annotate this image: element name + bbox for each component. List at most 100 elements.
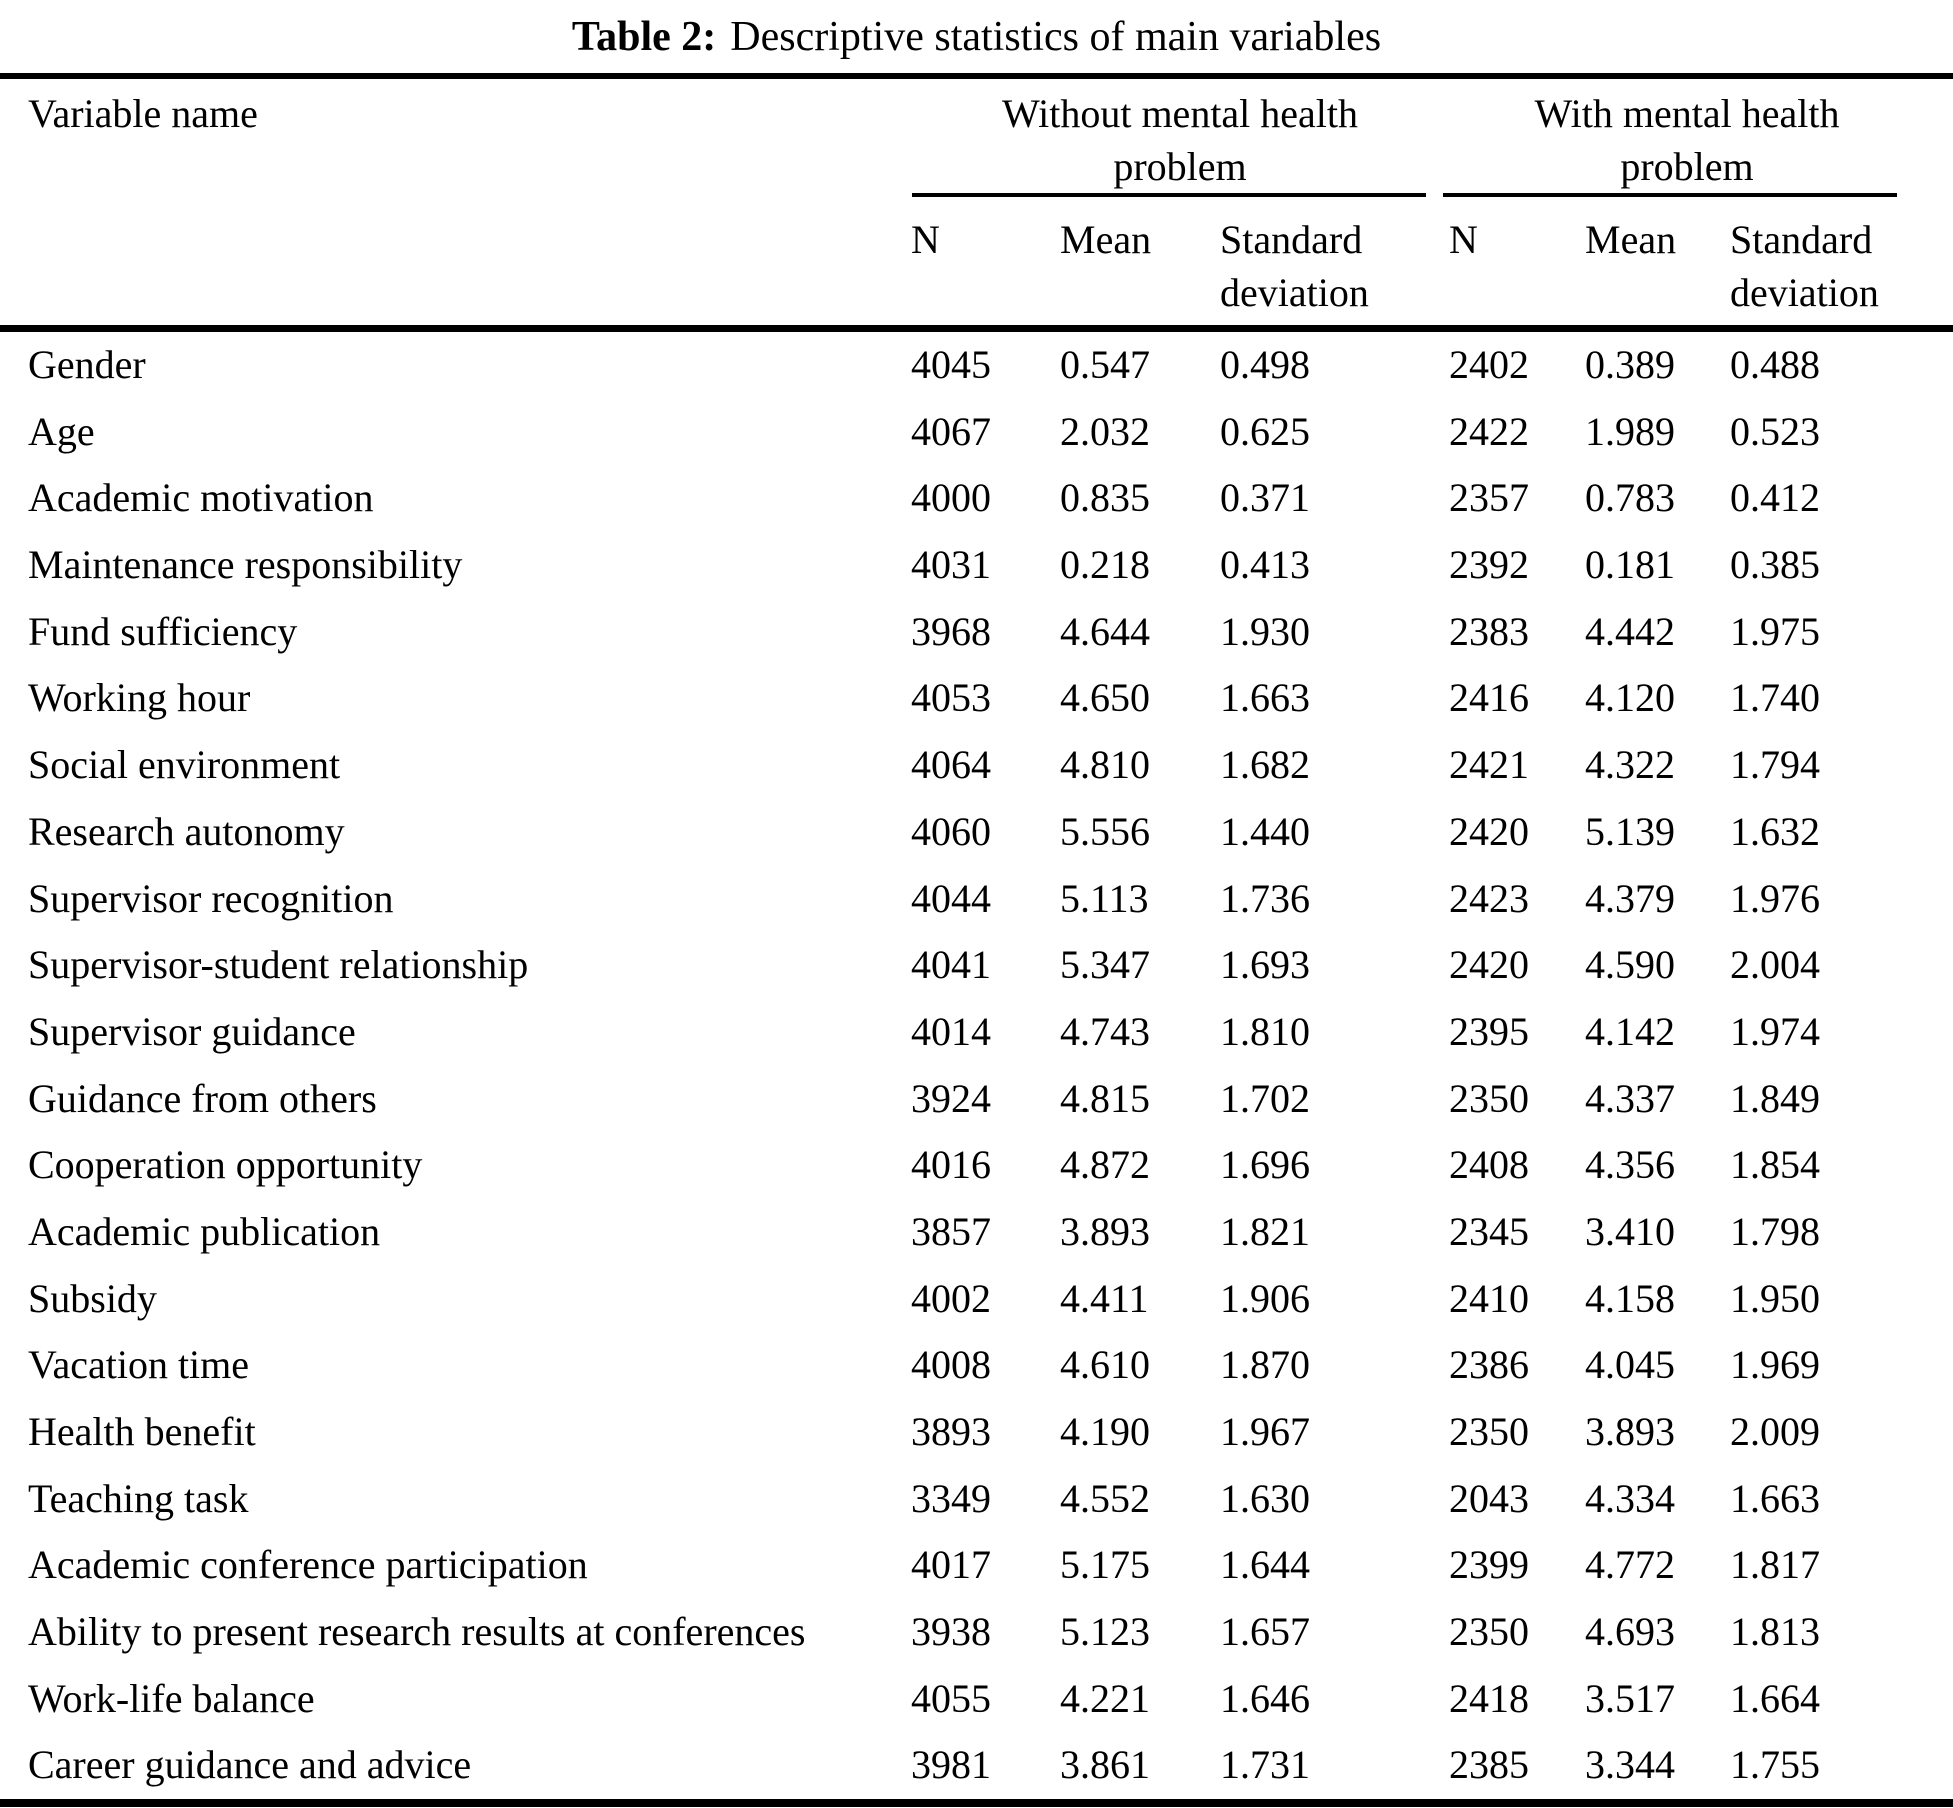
cell-without-n: 4031 (911, 542, 991, 588)
cell-variable-name: Fund sufficiency (28, 608, 298, 654)
cell-without-sd: 0.371 (1220, 475, 1310, 521)
group-underline-with (1443, 193, 1897, 197)
cell-without-n: 4014 (911, 1008, 991, 1054)
cell-without-n: 4017 (911, 1542, 991, 1588)
cell-with-mean: 0.783 (1585, 475, 1675, 521)
cell-with-n: 2420 (1449, 808, 1529, 854)
cell-without-mean: 2.032 (1060, 408, 1150, 454)
cell-without-mean: 5.175 (1060, 1542, 1150, 1588)
cell-with-n: 2043 (1449, 1475, 1529, 1521)
cell-with-sd: 2.009 (1730, 1409, 1820, 1454)
cell-with-mean: 4.120 (1585, 675, 1675, 721)
cell-without-sd: 0.498 (1220, 342, 1310, 387)
cell-without-mean: 3.861 (1060, 1742, 1150, 1788)
cell-with-sd: 0.523 (1730, 408, 1820, 454)
column-header-without-n: N (911, 217, 940, 262)
table-row: Guidance from others 3924 4.815 1.702 23… (0, 1066, 1953, 1133)
cell-without-n: 4060 (911, 808, 991, 854)
cell-without-n: 4041 (911, 942, 991, 988)
cell-without-sd: 1.696 (1220, 1142, 1310, 1188)
cell-with-sd: 2.004 (1730, 942, 1820, 988)
cell-with-n: 2423 (1449, 875, 1529, 921)
cell-without-mean: 3.893 (1060, 1208, 1150, 1254)
cell-without-sd: 1.644 (1220, 1542, 1310, 1588)
cell-with-n: 2385 (1449, 1742, 1529, 1788)
table-row: Supervisor-student relationship 4041 5.3… (0, 932, 1953, 999)
cell-with-mean: 3.517 (1585, 1675, 1675, 1721)
cell-without-mean: 4.644 (1060, 608, 1150, 654)
cell-without-sd: 1.682 (1220, 742, 1310, 788)
header-bottom-rule (0, 325, 1953, 332)
cell-without-sd: 1.906 (1220, 1275, 1310, 1321)
cell-with-n: 2421 (1449, 742, 1529, 788)
cell-with-sd: 1.969 (1730, 1342, 1820, 1388)
cell-with-mean: 4.045 (1585, 1342, 1675, 1388)
cell-without-sd: 0.413 (1220, 542, 1310, 588)
cell-without-sd: 1.693 (1220, 942, 1310, 988)
table-row: Fund sufficiency 3968 4.644 1.930 2383 4… (0, 599, 1953, 666)
cell-without-n: 4008 (911, 1342, 991, 1388)
cell-with-n: 2418 (1449, 1675, 1529, 1721)
cell-variable-name: Teaching task (28, 1475, 249, 1521)
cell-with-mean: 4.772 (1585, 1542, 1675, 1588)
cell-without-mean: 4.810 (1060, 742, 1150, 788)
cell-without-mean: 4.815 (1060, 1075, 1150, 1121)
cell-with-mean: 4.590 (1585, 942, 1675, 988)
cell-without-n: 3981 (911, 1742, 991, 1788)
table-row: Vacation time 4008 4.610 1.870 2386 4.04… (0, 1332, 1953, 1399)
table-row: Career guidance and advice 3981 3.861 1.… (0, 1732, 1953, 1799)
cell-with-mean: 3.893 (1585, 1409, 1675, 1454)
cell-with-mean: 0.389 (1585, 342, 1675, 387)
cell-with-n: 2357 (1449, 475, 1529, 521)
cell-without-n: 3968 (911, 608, 991, 654)
cell-without-n: 3349 (911, 1475, 991, 1521)
cell-with-sd: 1.755 (1730, 1742, 1820, 1788)
cell-with-mean: 4.334 (1585, 1475, 1675, 1521)
cell-with-mean: 4.158 (1585, 1275, 1675, 1321)
cell-without-mean: 0.547 (1060, 342, 1150, 387)
cell-with-mean: 3.344 (1585, 1742, 1675, 1788)
cell-without-n: 3938 (911, 1609, 991, 1655)
column-header-without-sd: Standard deviation (1220, 217, 1369, 315)
cell-without-sd: 0.625 (1220, 408, 1310, 454)
cell-without-n: 3893 (911, 1409, 991, 1454)
cell-with-sd: 1.976 (1730, 875, 1820, 921)
cell-with-n: 2422 (1449, 408, 1529, 454)
cell-with-n: 2350 (1449, 1075, 1529, 1121)
group-header-with-line2: problem (1620, 144, 1754, 189)
cell-without-n: 4002 (911, 1275, 991, 1321)
cell-without-n: 4067 (911, 408, 991, 454)
table-title: Table 2: Descriptive statistics of main … (0, 0, 1953, 73)
cell-without-mean: 5.347 (1060, 942, 1150, 988)
cell-with-n: 2392 (1449, 542, 1529, 588)
cell-variable-name: Academic conference participation (28, 1542, 588, 1588)
cell-variable-name: Guidance from others (28, 1075, 377, 1121)
cell-without-sd: 1.810 (1220, 1008, 1310, 1054)
cell-with-n: 2395 (1449, 1008, 1529, 1054)
cell-with-n: 2383 (1449, 608, 1529, 654)
table-row: Supervisor recognition 4044 5.113 1.736 … (0, 866, 1953, 933)
cell-without-sd: 1.646 (1220, 1675, 1310, 1721)
cell-without-sd: 1.702 (1220, 1075, 1310, 1121)
group-header-with-line1: With mental health (1534, 91, 1840, 136)
cell-with-n: 2420 (1449, 942, 1529, 988)
cell-variable-name: Ability to present research results at c… (28, 1609, 806, 1655)
table-row: Cooperation opportunity 4016 4.872 1.696… (0, 1132, 1953, 1199)
bottom-rule (0, 1799, 1953, 1808)
cell-with-mean: 4.322 (1585, 742, 1675, 788)
cell-variable-name: Age (28, 408, 95, 454)
cell-without-sd: 1.663 (1220, 675, 1310, 721)
cell-with-mean: 4.442 (1585, 608, 1675, 654)
column-header-without-mean: Mean (1060, 217, 1152, 262)
table-row: Research autonomy 4060 5.556 1.440 2420 … (0, 799, 1953, 866)
cell-with-n: 2345 (1449, 1208, 1529, 1254)
cell-variable-name: Academic motivation (28, 475, 374, 521)
cell-without-sd: 1.440 (1220, 808, 1310, 854)
cell-without-mean: 4.743 (1060, 1008, 1150, 1054)
cell-with-sd: 1.854 (1730, 1142, 1820, 1188)
cell-with-sd: 1.798 (1730, 1208, 1820, 1254)
cell-variable-name: Gender (28, 342, 146, 387)
cell-with-mean: 4.142 (1585, 1008, 1675, 1054)
group-header-without-line2: problem (1113, 144, 1247, 189)
